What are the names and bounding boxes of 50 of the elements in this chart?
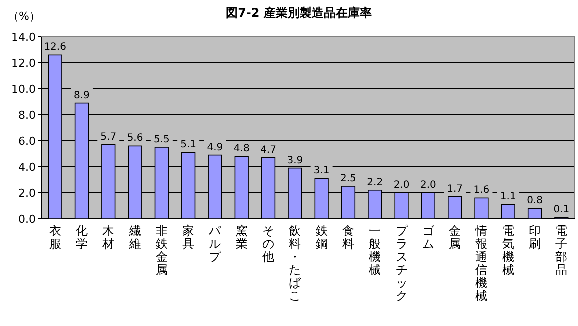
x-tick-label: パルプ <box>208 224 222 264</box>
x-tick-label: 金属 <box>449 224 462 251</box>
x-tick-label: 一般機械 <box>369 224 382 277</box>
chart-title: 図7-2 産業別製造品在庫率 <box>226 6 372 20</box>
data-label: 3.1 <box>314 166 330 177</box>
data-label: 1.1 <box>500 192 516 203</box>
x-tick-label: 窯業 <box>236 224 248 251</box>
data-label: 4.9 <box>207 142 224 154</box>
y-tick-label: 12.0 <box>12 57 36 70</box>
x-tick-label: 電子部品 <box>556 224 568 277</box>
y-tick-label: 2.0 <box>18 187 36 200</box>
data-label: 3.9 <box>287 155 304 166</box>
data-label: 5.7 <box>100 132 117 143</box>
x-tick-label: 繊維 <box>128 224 142 251</box>
data-label: 2.2 <box>367 177 384 188</box>
data-label: 4.7 <box>260 144 276 156</box>
x-tick-label: その他 <box>262 224 275 264</box>
data-label: 5.5 <box>154 134 170 146</box>
data-label: 0.1 <box>554 204 570 216</box>
x-tick-label: 非鉄金属 <box>156 224 168 277</box>
data-label: 1.7 <box>447 184 464 195</box>
data-label: 4.8 <box>234 144 250 155</box>
data-label: 2.0 <box>394 180 410 191</box>
x-tick-label: 電気機械 <box>502 224 514 277</box>
x-tick-label: 衣服 <box>49 224 62 251</box>
y-axis-title: （%） <box>8 10 40 23</box>
y-tick-label: 4.0 <box>18 161 36 174</box>
x-tick-label: 家具 <box>182 224 195 251</box>
data-label: 5.6 <box>127 133 144 144</box>
x-tick-label: 飲料・たばこ <box>289 224 302 303</box>
y-tick-label: 0.0 <box>18 213 36 226</box>
x-tick-label: 食料 <box>342 224 354 251</box>
x-tick-label: 印刷 <box>529 224 542 251</box>
data-label: 1.6 <box>474 185 490 196</box>
data-label: 2.0 <box>420 180 436 191</box>
x-tick-label: 化学 <box>76 224 88 251</box>
x-tick-label: ゴム <box>422 224 436 251</box>
y-tick-label: 6.0 <box>18 135 36 148</box>
data-label: 8.9 <box>74 90 90 102</box>
x-tick-label: 木材 <box>102 224 115 251</box>
x-tick-label: 情報通信機械 <box>474 224 488 303</box>
x-tick-label: プラスチック <box>396 224 409 303</box>
y-tick-label: 14.0 <box>12 31 36 44</box>
data-label: 12.6 <box>44 42 66 54</box>
data-label: 5.1 <box>180 140 197 151</box>
data-label: 2.5 <box>340 174 356 184</box>
data-label: 0.8 <box>527 196 543 207</box>
y-tick-label: 8.0 <box>18 109 36 122</box>
x-tick-label: 鉄鋼 <box>316 224 328 251</box>
y-tick-label: 10.0 <box>12 83 36 96</box>
